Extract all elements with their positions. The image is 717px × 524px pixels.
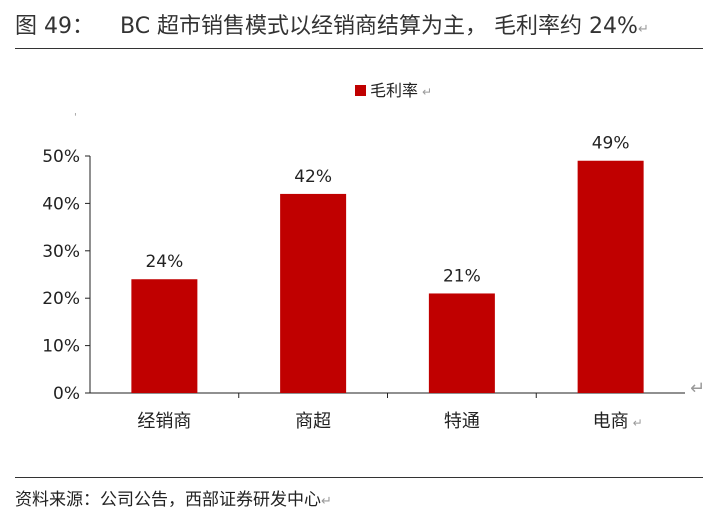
legend: 毛利率 ↵ xyxy=(355,81,432,100)
legend-label: 毛利率 xyxy=(370,81,418,100)
plot-area: 0% 10% 20% 30% 40% 50% 24% 经销商 42% 商超 21% 特通 49% 电商 ↵ xyxy=(42,134,685,432)
data-label: 42% xyxy=(294,167,332,187)
x-tick-label: 特通 xyxy=(444,411,480,432)
figure-number: 图 49： xyxy=(15,14,94,39)
return-mark: ↵ xyxy=(637,22,649,37)
y-tick-label: 50% xyxy=(42,147,80,167)
bar-2 xyxy=(280,193,347,393)
source-text: 资料来源：公司公告，西部证券研发中心 xyxy=(15,490,321,510)
source-rule xyxy=(15,477,703,478)
bar-4 xyxy=(577,160,644,393)
bar-chart: 毛利率 ↵ ' 0% 10% 20% 30% 40% 50% 24% 经销商 42% 商超 21% 特… xyxy=(42,81,705,432)
x-tick-label: 商超 xyxy=(295,411,331,432)
category-return-mark: ↵ xyxy=(633,416,643,430)
data-label: 24% xyxy=(145,252,183,272)
title-rule xyxy=(15,48,703,49)
source-note: 资料来源：公司公告，西部证券研发中心↵ xyxy=(15,487,332,515)
legend-swatch xyxy=(355,85,366,96)
y-tick-label: 20% xyxy=(42,289,80,309)
bar-1 xyxy=(131,279,198,393)
y-tick-label: 30% xyxy=(42,242,80,262)
data-label: 49% xyxy=(592,134,630,154)
y-tick-label: 0% xyxy=(53,384,80,404)
x-tick-label: 经销商 xyxy=(137,411,191,432)
figure-title: 图 49： BC 超市销售模式以经销商结算为主， 毛利率约 24%↵ xyxy=(15,10,705,50)
stray-mark: ' xyxy=(74,112,77,123)
source-return-mark: ↵ xyxy=(321,494,332,509)
x-tick-label: 电商 xyxy=(593,411,629,432)
legend-return-mark: ↵ xyxy=(422,85,432,99)
y-tick-label: 10% xyxy=(42,337,80,357)
axis-return-mark: ↵ xyxy=(690,378,705,399)
bar-3 xyxy=(428,293,495,393)
figure-title-text: BC 超市销售模式以经销商结算为主， 毛利率约 24% xyxy=(120,14,638,39)
y-tick-label: 40% xyxy=(42,194,80,214)
data-label: 21% xyxy=(443,266,481,286)
